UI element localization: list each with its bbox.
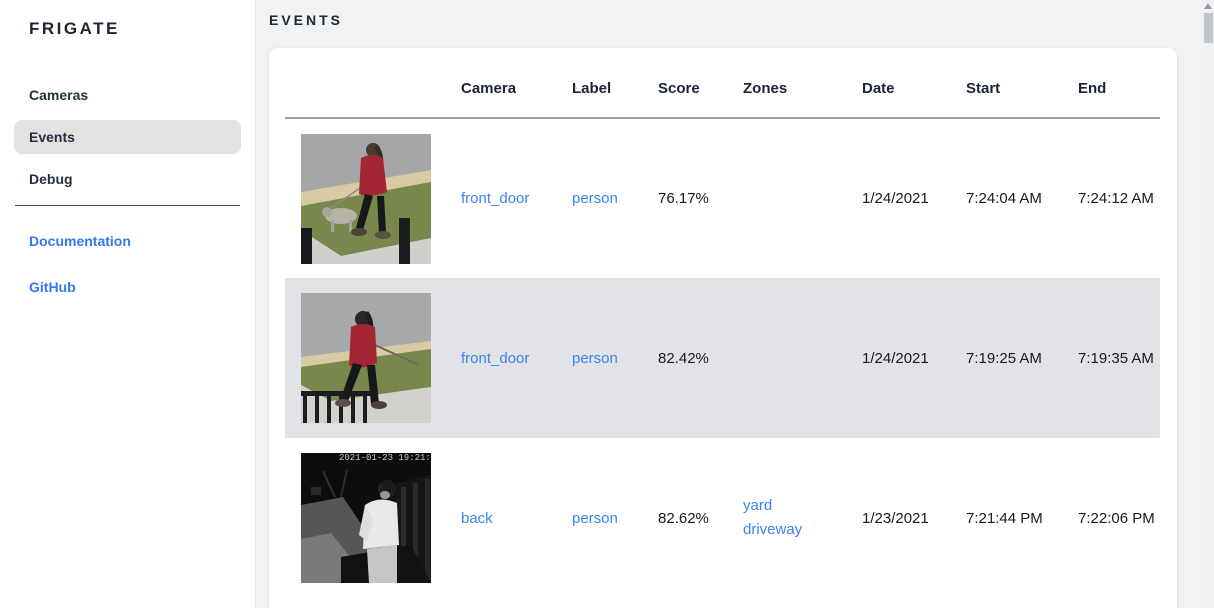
column-header-label: Label <box>572 48 658 119</box>
column-header-score: Score <box>658 48 743 119</box>
label-link[interactable]: person <box>572 509 618 527</box>
event-label-cell: person <box>572 438 658 598</box>
app-logo: FRIGATE <box>29 19 120 38</box>
events-table: Camera Label Score Zones Date Start End <box>285 48 1160 598</box>
event-start-cell: 7:19:25 AM <box>966 278 1078 438</box>
event-thumbnail-image[interactable] <box>301 293 431 423</box>
label-link[interactable]: person <box>572 190 618 207</box>
event-end-cell: 7:19:35 AM <box>1078 278 1160 438</box>
column-header-camera: Camera <box>461 48 572 119</box>
sidebar-item-events[interactable]: Events <box>14 120 241 154</box>
column-header-zones: Zones <box>743 48 862 119</box>
event-zones-cell <box>743 278 862 438</box>
vertical-scrollbar[interactable] <box>1202 0 1214 608</box>
page-title: EVENTS <box>269 12 344 28</box>
sidebar-links: Documentation GitHub <box>0 225 255 303</box>
event-row-highlighted[interactable]: front_door person 82.42% 1/24/2021 7:19:… <box>285 278 1160 438</box>
event-zones-cell <box>743 118 862 278</box>
event-score-cell: 82.62% <box>658 509 709 527</box>
thumbnail-timestamp: 2021-01-23 19:21:44 <box>339 453 431 463</box>
event-label-cell: person <box>572 118 658 278</box>
column-header-thumbnail <box>285 48 461 119</box>
sidebar-nav: Cameras Events Debug <box>0 78 255 196</box>
column-header-start: Start <box>966 48 1078 119</box>
event-thumbnail-image[interactable]: 2021-01-23 19:21:44 <box>301 453 431 583</box>
event-date-cell: 1/24/2021 <box>862 278 966 438</box>
scrollbar-up-arrow-icon[interactable] <box>1202 0 1214 12</box>
event-score-cell: 82.42% <box>658 278 743 438</box>
event-camera-cell: front_door <box>461 118 572 278</box>
zone-link[interactable]: driveway <box>743 521 803 538</box>
event-date-cell: 1/24/2021 <box>862 190 929 207</box>
event-score-cell: 76.17% <box>658 190 709 207</box>
camera-link[interactable]: front_door <box>461 349 530 367</box>
sidebar-item-debug[interactable]: Debug <box>29 171 73 187</box>
sidebar-divider <box>15 205 240 206</box>
event-thumbnail-cell <box>285 278 461 438</box>
event-start-cell: 7:21:44 PM <box>966 509 1043 527</box>
event-zones-cell: yard driveway <box>743 438 862 598</box>
sidebar-link-github[interactable]: GitHub <box>29 279 76 295</box>
sidebar: FRIGATE Cameras Events Debug Documentati… <box>0 0 256 608</box>
column-header-date: Date <box>862 48 966 119</box>
event-row[interactable]: front_door person 76.17% 1/24/2021 7:24:… <box>285 118 1160 278</box>
events-card: Camera Label Score Zones Date Start End <box>269 48 1177 608</box>
sidebar-item-cameras[interactable]: Cameras <box>29 87 89 103</box>
zone-link[interactable]: yard <box>743 497 773 514</box>
camera-link[interactable]: back <box>461 509 493 527</box>
camera-link[interactable]: front_door <box>461 190 530 207</box>
event-thumbnail-cell: 2021-01-23 19:21:44 <box>285 438 461 598</box>
event-row[interactable]: 2021-01-23 19:21:44 back person 82.62% y… <box>285 438 1160 598</box>
sidebar-link-documentation[interactable]: Documentation <box>29 233 131 249</box>
event-date-cell: 1/23/2021 <box>862 509 929 527</box>
event-camera-cell: front_door <box>461 278 572 438</box>
event-start-cell: 7:24:04 AM <box>966 190 1042 207</box>
table-header-row: Camera Label Score Zones Date Start End <box>285 48 1160 119</box>
column-header-end: End <box>1078 48 1160 119</box>
event-camera-cell: back <box>461 438 572 598</box>
scrollbar-thumb[interactable] <box>1204 13 1213 43</box>
event-end-cell: 7:22:06 PM <box>1078 509 1155 527</box>
label-link[interactable]: person <box>572 349 618 367</box>
event-thumbnail-image[interactable] <box>301 133 431 264</box>
event-label-cell: person <box>572 278 658 438</box>
event-thumbnail-cell <box>285 118 461 278</box>
event-end-cell: 7:24:12 AM <box>1078 190 1154 207</box>
main-content: EVENTS Camera Label Score Zones Date Sta… <box>256 0 1202 608</box>
